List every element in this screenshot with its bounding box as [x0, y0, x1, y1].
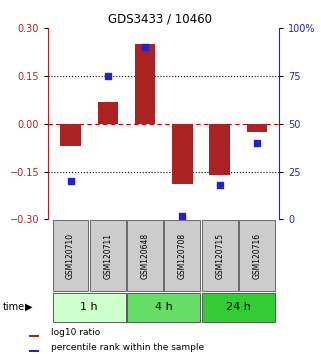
FancyBboxPatch shape	[202, 293, 275, 321]
Text: GSM120708: GSM120708	[178, 233, 187, 279]
Point	[254, 140, 259, 146]
Bar	[98, 102, 118, 124]
Text: GDS3433 / 10460: GDS3433 / 10460	[108, 12, 213, 25]
Point	[143, 45, 148, 50]
Bar	[247, 124, 267, 132]
FancyBboxPatch shape	[164, 220, 200, 291]
FancyBboxPatch shape	[202, 220, 238, 291]
Text: 1 h: 1 h	[80, 302, 98, 312]
FancyBboxPatch shape	[90, 220, 126, 291]
FancyBboxPatch shape	[53, 220, 88, 291]
Text: ▶: ▶	[25, 302, 32, 312]
Text: 24 h: 24 h	[226, 302, 251, 312]
Point	[180, 213, 185, 218]
FancyBboxPatch shape	[127, 220, 163, 291]
Bar	[60, 124, 81, 146]
Point	[217, 182, 222, 188]
Text: GSM120648: GSM120648	[141, 233, 150, 279]
Bar	[29, 335, 39, 337]
Bar	[29, 350, 39, 353]
Text: GSM120711: GSM120711	[103, 233, 112, 279]
Text: GSM120716: GSM120716	[252, 233, 261, 279]
FancyBboxPatch shape	[53, 293, 126, 321]
FancyBboxPatch shape	[127, 293, 200, 321]
Bar	[172, 124, 193, 184]
Text: log10 ratio: log10 ratio	[51, 328, 100, 337]
FancyBboxPatch shape	[239, 220, 275, 291]
Text: 4 h: 4 h	[155, 302, 173, 312]
Point	[105, 73, 110, 79]
Point	[68, 178, 73, 184]
Text: percentile rank within the sample: percentile rank within the sample	[51, 343, 204, 352]
Bar	[135, 44, 155, 124]
Text: GSM120710: GSM120710	[66, 233, 75, 279]
Text: time: time	[3, 302, 25, 312]
Text: GSM120715: GSM120715	[215, 233, 224, 279]
Bar	[209, 124, 230, 175]
